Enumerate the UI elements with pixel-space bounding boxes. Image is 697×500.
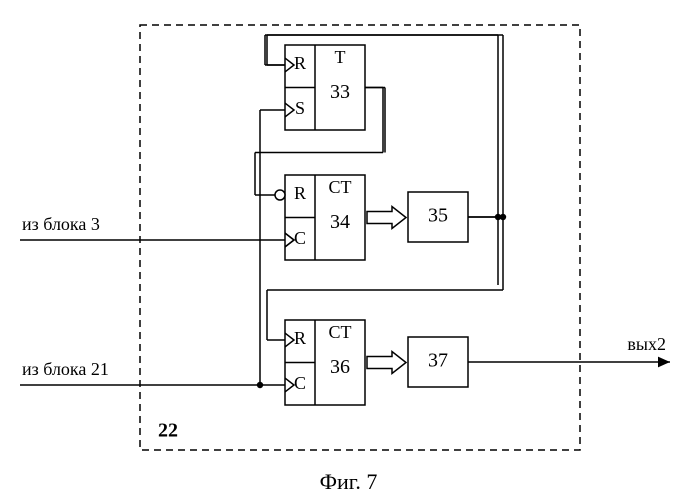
output-label-out2: вых2 bbox=[627, 334, 666, 354]
pin-label: C bbox=[294, 373, 306, 393]
figure-caption: Фиг. 7 bbox=[320, 469, 378, 494]
block-type-label: T bbox=[335, 47, 346, 67]
block-id: 33 bbox=[330, 81, 350, 103]
input-label-in2: из блока 21 bbox=[22, 359, 109, 379]
pin-label: R bbox=[294, 183, 306, 203]
input-label-in1: из блока 3 bbox=[22, 214, 100, 234]
pin-label: R bbox=[294, 53, 306, 73]
block-id: 35 bbox=[428, 205, 448, 227]
pin-label: R bbox=[294, 328, 306, 348]
block-type-label: CT bbox=[328, 177, 351, 197]
block-id: 37 bbox=[428, 350, 448, 372]
container-label: 22 bbox=[158, 420, 178, 442]
block-id: 36 bbox=[330, 356, 350, 378]
pin-label: C bbox=[294, 228, 306, 248]
block-type-label: CT bbox=[328, 322, 351, 342]
pin-label: S bbox=[295, 98, 305, 118]
block-id: 34 bbox=[330, 211, 350, 233]
